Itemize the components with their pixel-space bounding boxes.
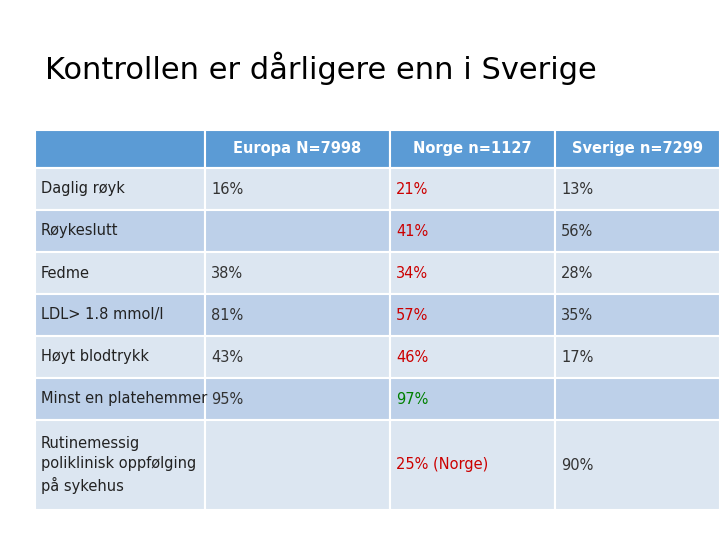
Text: 16%: 16% bbox=[211, 181, 243, 197]
Text: 17%: 17% bbox=[561, 349, 593, 364]
Text: 28%: 28% bbox=[561, 266, 593, 280]
Text: 95%: 95% bbox=[211, 392, 243, 407]
Text: 41%: 41% bbox=[396, 224, 428, 239]
Text: LDL> 1.8 mmol/l: LDL> 1.8 mmol/l bbox=[41, 307, 163, 322]
Text: 13%: 13% bbox=[561, 181, 593, 197]
Text: 43%: 43% bbox=[211, 349, 243, 364]
Text: 56%: 56% bbox=[561, 224, 593, 239]
Text: 34%: 34% bbox=[396, 266, 428, 280]
Text: Fedme: Fedme bbox=[41, 266, 90, 280]
Text: 35%: 35% bbox=[561, 307, 593, 322]
Text: Europa N=7998: Europa N=7998 bbox=[233, 141, 361, 157]
Text: 57%: 57% bbox=[396, 307, 428, 322]
Text: Kontrollen er dårligere enn i Sverige: Kontrollen er dårligere enn i Sverige bbox=[45, 52, 597, 85]
Text: Sverige n=7299: Sverige n=7299 bbox=[572, 141, 703, 157]
Text: 97%: 97% bbox=[396, 392, 428, 407]
Text: 81%: 81% bbox=[211, 307, 243, 322]
Text: Høyt blodtrykk: Høyt blodtrykk bbox=[41, 349, 149, 364]
Text: Daglig røyk: Daglig røyk bbox=[41, 181, 125, 197]
Text: Røykeslutt: Røykeslutt bbox=[41, 224, 119, 239]
Text: 21%: 21% bbox=[396, 181, 428, 197]
Text: Rutinemessig
poliklinisk oppfølging
på sykehus: Rutinemessig poliklinisk oppfølging på s… bbox=[41, 436, 197, 494]
Text: Minst en platehemmer: Minst en platehemmer bbox=[41, 392, 207, 407]
Text: 46%: 46% bbox=[396, 349, 428, 364]
Text: 90%: 90% bbox=[561, 457, 593, 472]
Text: 38%: 38% bbox=[211, 266, 243, 280]
Text: Norge n=1127: Norge n=1127 bbox=[413, 141, 532, 157]
Text: 25% (Norge): 25% (Norge) bbox=[396, 457, 488, 472]
